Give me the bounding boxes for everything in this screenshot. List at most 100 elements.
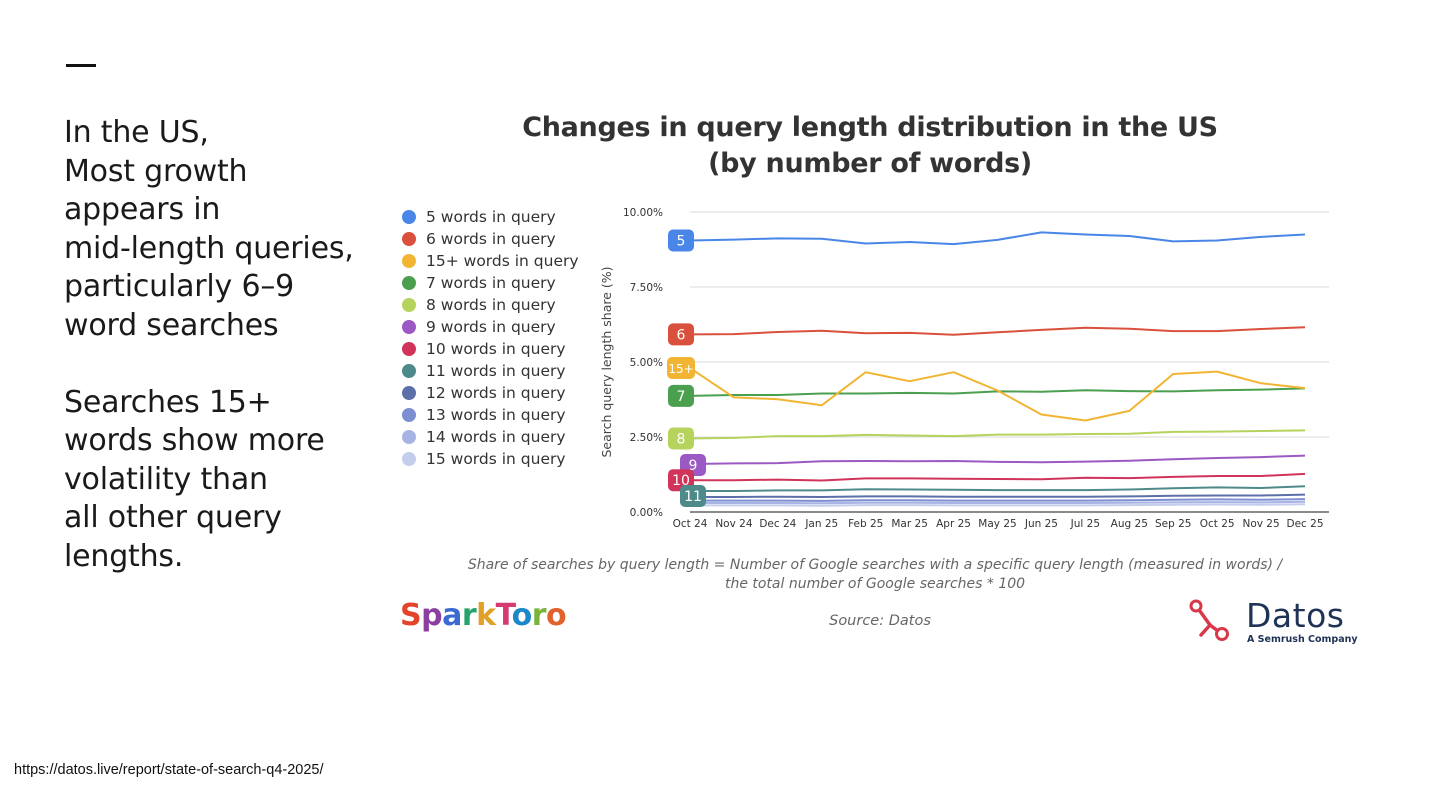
legend-item: 15+ words in query	[402, 250, 579, 272]
x-tick-label: Apr 25	[936, 518, 971, 530]
legend-label: 8 words in query	[426, 296, 556, 314]
summary-line: word searches	[64, 307, 279, 343]
series-line	[689, 326, 1306, 336]
legend-item: 5 words in query	[402, 206, 579, 228]
series-badge-label: 15+	[668, 362, 693, 376]
legend-item: 9 words in query	[402, 316, 579, 338]
legend-item: 11 words in query	[402, 360, 579, 382]
legend-label: 12 words in query	[426, 384, 566, 402]
summary-line: Most growth	[64, 153, 248, 189]
legend-item: 6 words in query	[402, 228, 579, 250]
y-axis-label: Search query length share (%)	[599, 266, 614, 457]
legend-label: 10 words in query	[426, 340, 566, 358]
x-tick-label: May 25	[978, 518, 1016, 530]
y-tick-label: 0.00%	[630, 507, 663, 519]
x-tick-label: Oct 24	[673, 518, 708, 530]
legend-label: 9 words in query	[426, 318, 556, 336]
legend-dot-icon	[402, 320, 416, 334]
sparktoro-letter: r	[461, 598, 477, 633]
x-tick-label: Aug 25	[1111, 518, 1148, 530]
legend-item: 15 words in query	[402, 448, 579, 470]
series-badge-label: 5	[677, 234, 686, 250]
sparktoro-letter: T	[495, 598, 512, 633]
y-tick-label: 2.50%	[630, 432, 663, 444]
series-badge	[667, 357, 695, 379]
summary-text: In the US, Most growth appears in mid-le…	[64, 114, 364, 576]
x-tick-label: Jul 25	[1070, 518, 1100, 530]
series-badge	[680, 485, 706, 507]
legend-dot-icon	[402, 364, 416, 378]
chart-title: Changes in query length distribution in …	[430, 110, 1310, 182]
legend-item: 13 words in query	[402, 404, 579, 426]
datos-tagline: A Semrush Company	[1247, 634, 1358, 645]
series-line	[689, 367, 1306, 422]
summary-line: words show more	[64, 423, 325, 458]
legend-label: 15 words in query	[426, 450, 566, 468]
series-line	[689, 429, 1306, 440]
datos-logo-icon	[1189, 599, 1229, 641]
footnote-line: Share of searches by query length = Numb…	[467, 557, 1283, 573]
legend-item: 8 words in query	[402, 294, 579, 316]
legend-dot-icon	[402, 342, 416, 356]
series-line	[690, 472, 1306, 482]
sparktoro-letter: o	[511, 598, 533, 633]
series-badge	[668, 384, 694, 407]
chart-source: Source: Datos	[829, 613, 931, 629]
series-line	[690, 498, 1306, 502]
x-tick-label: Jun 25	[1024, 518, 1058, 530]
y-tick-label: 5.00%	[630, 357, 663, 369]
sparktoro-letter: p	[421, 598, 443, 633]
summary-line: Searches 15+	[64, 384, 272, 420]
series-badge	[668, 427, 694, 450]
sparktoro-letter: k	[476, 598, 496, 633]
sparktoro-logo: SparkToro	[400, 598, 567, 633]
legend-item: 10 words in query	[402, 338, 579, 360]
legend-dot-icon	[402, 276, 416, 290]
chart-title-line: Changes in query length distribution in …	[522, 112, 1218, 143]
chart-footnote: Share of searches by query length = Numb…	[430, 556, 1320, 594]
legend-label: 11 words in query	[426, 362, 566, 380]
legend-item: 12 words in query	[402, 382, 579, 404]
legend-item: 14 words in query	[402, 426, 579, 448]
legend-label: 6 words in query	[426, 230, 556, 248]
legend-label: 5 words in query	[426, 208, 556, 226]
x-tick-label: Nov 24	[715, 518, 753, 530]
y-tick-label: 10.00%	[623, 207, 663, 219]
line-chart: 0.00% 2.50% 5.00% 7.50% 10.00% Oct 24 Nov 24 De…	[599, 207, 1329, 530]
series-badge	[668, 323, 694, 346]
legend-label: 13 words in query	[426, 406, 566, 424]
series-line	[689, 231, 1306, 246]
chart-title-line: (by number of words)	[708, 148, 1032, 179]
title-dash	[66, 64, 96, 67]
legend-label: 14 words in query	[426, 428, 566, 446]
series-line	[689, 454, 1306, 465]
summary-line: particularly 6–9	[64, 269, 295, 304]
x-tick-label: Dec 25	[1286, 518, 1323, 530]
sparktoro-letter: r	[531, 598, 547, 633]
x-tick-label: Feb 25	[848, 518, 883, 530]
series-badge-label: 9	[689, 458, 698, 474]
chart-legend: 5 words in query 6 words in query 15+ word…	[402, 206, 579, 470]
x-tick-label: Jan 25	[804, 518, 838, 530]
series-line	[690, 485, 1306, 492]
series-line	[690, 493, 1306, 498]
x-tick-label: Nov 25	[1242, 518, 1279, 530]
sparktoro-letter: S	[400, 598, 422, 633]
legend-dot-icon	[402, 408, 416, 422]
x-tick-label: Mar 25	[891, 518, 928, 530]
sparktoro-letter: o	[546, 598, 567, 633]
x-tick-label: Sep 25	[1155, 518, 1192, 530]
summary-line: appears in	[64, 192, 221, 227]
series-badge	[668, 229, 694, 252]
legend-item: 7 words in query	[402, 272, 579, 294]
series-line	[690, 503, 1306, 507]
summary-line: In the US,	[64, 115, 209, 150]
summary-line: all other query	[64, 500, 282, 535]
y-tick-label: 7.50%	[630, 282, 663, 294]
series-badge-label: 6	[677, 327, 686, 343]
legend-label: 15+ words in query	[426, 252, 579, 270]
legend-label: 7 words in query	[426, 274, 556, 292]
x-tick-label: Oct 25	[1200, 518, 1235, 530]
sparktoro-letter: a	[442, 598, 462, 633]
footnote-line: the total number of Google searches * 10…	[724, 576, 1026, 592]
